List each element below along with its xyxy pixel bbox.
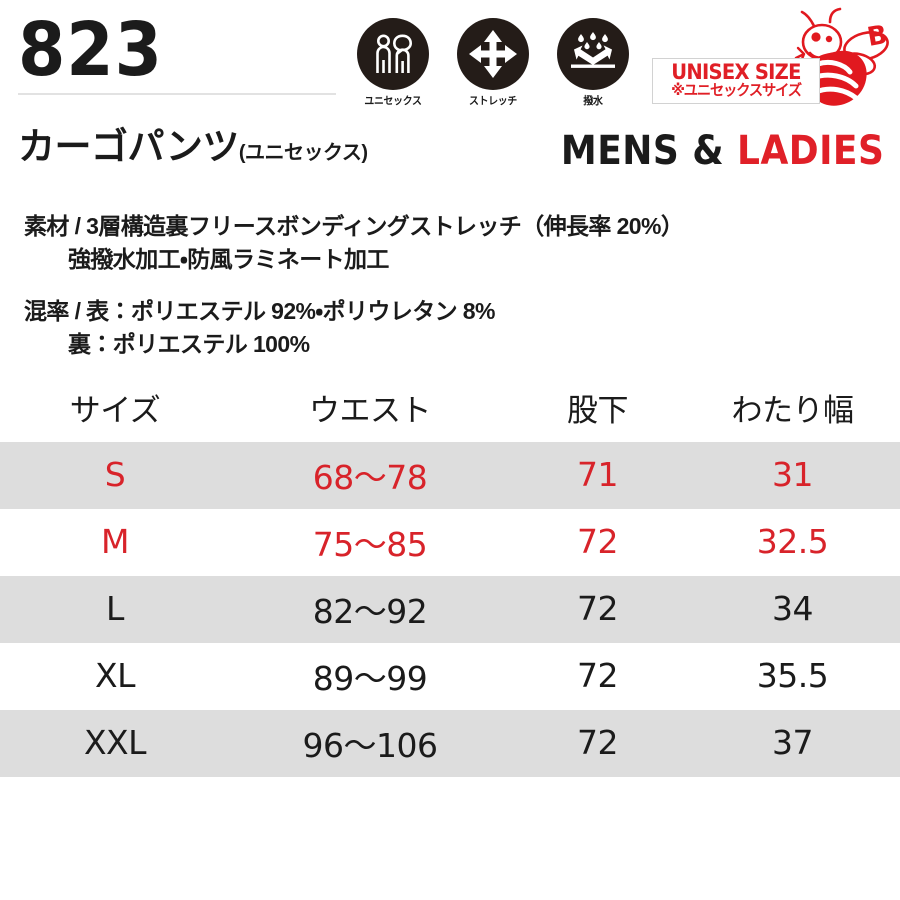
cell-size: XXL <box>0 709 230 777</box>
cell-waist: 89〜99 <box>230 642 510 710</box>
unisex-badge-english: UNISEX SIZE <box>671 60 801 84</box>
cell-thigh: 37 <box>685 709 900 777</box>
cell-thigh: 32.5 <box>685 508 900 576</box>
cell-thigh: 31 <box>685 441 900 509</box>
size-table-body: S 68〜78 71 31 M 75〜85 72 32.5 L 82〜92 72 34 XL 89〜99 7… <box>0 441 900 777</box>
unisex-badge-japanese: ※ユニセックスサイズ <box>671 82 802 100</box>
blend-line-1: 混率 / 表：ポリエステル 92%・ポリウレタン 8% <box>24 298 495 325</box>
feature-icon-group: ユニセックス ストレッチ <box>350 18 636 108</box>
cell-waist: 96〜106 <box>230 709 510 777</box>
material-spec-group: 素材 / 3層構造裏フリースボンディングストレッチ（伸長率 20%） 強撥水加工… <box>24 210 900 275</box>
cell-inseam: 72 <box>510 642 685 710</box>
ampersand-label: & <box>691 128 724 174</box>
blend-line-2: 裏：ポリエステル 100% <box>68 330 310 357</box>
column-header-waist: ウエスト <box>230 380 510 442</box>
table-row: L 82〜92 72 34 <box>0 575 900 643</box>
feature-icon-caption: 撥水 <box>583 95 603 107</box>
cell-size: XL <box>0 642 230 710</box>
table-row: XXL 96〜106 72 37 <box>0 709 900 777</box>
cell-inseam: 72 <box>510 709 685 777</box>
product-code: 823 <box>18 7 163 93</box>
cell-waist: 75〜85 <box>230 508 510 576</box>
column-header-size: サイズ <box>0 380 230 442</box>
unisex-size-badge: UNISEX SIZE ※ユニセックスサイズ <box>652 58 820 105</box>
spec-text-block: 素材 / 3層構造裏フリースボンディングストレッチ（伸長率 20%） 強撥水加工… <box>0 210 900 361</box>
product-name: カーゴパンツ <box>18 126 239 167</box>
cell-thigh: 34 <box>685 575 900 643</box>
feature-icon-stretch: ストレッチ <box>450 18 536 108</box>
cell-thigh: 35.5 <box>685 642 900 710</box>
feature-icon-unisex: ユニセックス <box>350 18 436 108</box>
unisex-figures-icon <box>357 18 429 90</box>
header: 823 カーゴパンツ (ユニセックス) <box>0 0 900 196</box>
table-row: S 68〜78 71 31 <box>0 441 900 509</box>
cell-size: M <box>0 508 230 576</box>
unisex-badge-area: K B UNISEX SIZE ※ユニセックスサイズ <box>644 6 894 118</box>
water-repellent-icon <box>557 18 629 90</box>
header-divider <box>18 92 336 95</box>
size-table: サイズ ウエスト 股下 わたり幅 S 68〜78 71 31 M 75〜85 72 32.5 L… <box>0 380 900 777</box>
four-way-arrow-stretch-icon <box>457 18 529 90</box>
table-row: XL 89〜99 72 35.5 <box>0 642 900 710</box>
cell-size: S <box>0 441 230 509</box>
material-line-2: 強撥水加工・防風ラミネート加工 <box>68 245 389 272</box>
ladies-label: LADIES <box>736 128 884 174</box>
product-title-row: カーゴパンツ (ユニセックス) <box>18 128 368 165</box>
table-header-row: サイズ ウエスト 股下 わたり幅 <box>0 380 900 442</box>
product-code-block: 823 <box>18 7 348 95</box>
column-header-thigh: わたり幅 <box>685 380 900 442</box>
product-name-suffix: (ユニセックス) <box>238 142 368 164</box>
cell-size: L <box>0 575 230 643</box>
material-line-1: 素材 / 3層構造裏フリースボンディングストレッチ（伸長率 20%） <box>24 213 684 239</box>
mens-ladies-label: MENS & LADIES <box>561 131 884 171</box>
feature-icon-caption: ストレッチ <box>469 95 517 107</box>
feature-icon-water-repellent: 撥水 <box>550 18 636 108</box>
cell-waist: 68〜78 <box>230 441 510 509</box>
blend-spec-group: 混率 / 表：ポリエステル 92%・ポリウレタン 8% 裏：ポリエステル 100… <box>24 295 900 360</box>
feature-icon-caption: ユニセックス <box>364 95 422 107</box>
svg-text:B: B <box>865 20 890 53</box>
column-header-inseam: 股下 <box>510 380 685 442</box>
cell-inseam: 71 <box>510 441 685 509</box>
mens-label: MENS <box>560 128 679 174</box>
table-row: M 75〜85 72 32.5 <box>0 508 900 576</box>
cell-inseam: 72 <box>510 508 685 576</box>
cell-waist: 82〜92 <box>230 575 510 643</box>
cell-inseam: 72 <box>510 575 685 643</box>
